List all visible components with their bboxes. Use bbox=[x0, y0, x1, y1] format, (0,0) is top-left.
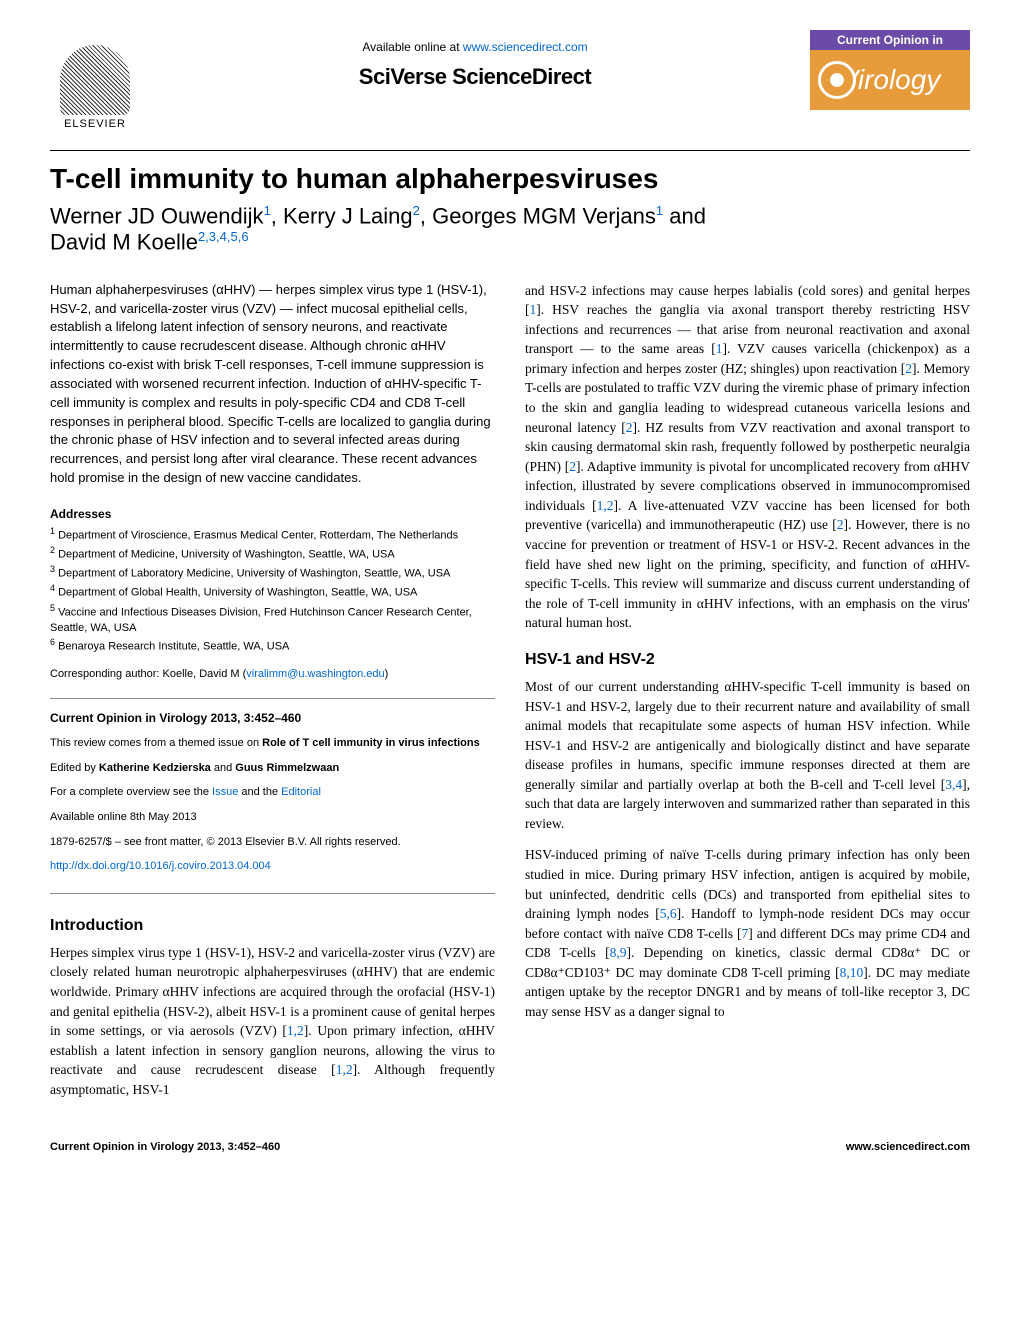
article-title: T-cell immunity to human alphaherpesviru… bbox=[50, 163, 970, 195]
elsevier-logo: ELSEVIER bbox=[50, 30, 140, 130]
overview-mid: and the bbox=[238, 786, 281, 798]
sciencedirect-link[interactable]: www.sciencedirect.com bbox=[463, 40, 588, 54]
ref-link[interactable]: 1,2 bbox=[336, 1062, 353, 1077]
corresponding-prefix: Corresponding author: Koelle, David M ( bbox=[50, 668, 246, 680]
edited-prefix: Edited by bbox=[50, 762, 99, 774]
address-6: Benaroya Research Institute, Seattle, WA… bbox=[58, 641, 289, 653]
available-online-date: Available online 8th May 2013 bbox=[50, 809, 495, 827]
virus-icon bbox=[818, 61, 856, 99]
issue-link[interactable]: Issue bbox=[212, 786, 238, 798]
author-4: David M Koelle bbox=[50, 230, 198, 255]
address-2: Department of Medicine, University of Wa… bbox=[58, 549, 395, 561]
elsevier-tree-icon bbox=[60, 45, 130, 115]
corresponding-email-link[interactable]: viralimm@u.washington.edu bbox=[246, 668, 384, 680]
author-2-affil[interactable]: 2 bbox=[413, 203, 420, 218]
hsv-paragraph-2: HSV-induced priming of naïve T-cells dur… bbox=[525, 845, 970, 1021]
right-column-body: and HSV-2 infections may cause herpes la… bbox=[525, 281, 970, 1022]
author-2: Kerry J Laing bbox=[283, 203, 413, 228]
hsv-heading: HSV-1 and HSV-2 bbox=[525, 648, 970, 671]
editor-2: Guus Rimmelzwaan bbox=[235, 762, 339, 774]
current-opinion-bar: Current Opinion in bbox=[810, 30, 970, 50]
sciverse-brand: SciVerse ScienceDirect bbox=[140, 64, 810, 90]
overview-line: For a complete overview see the Issue an… bbox=[50, 784, 495, 802]
corresponding-author: Corresponding author: Koelle, David M (v… bbox=[50, 667, 495, 683]
intro-continued: and HSV-2 infections may cause herpes la… bbox=[525, 281, 970, 633]
author-1: Werner JD Ouwendijk bbox=[50, 203, 264, 228]
ref-link[interactable]: 8,9 bbox=[610, 945, 627, 960]
ref-link[interactable]: 3,4 bbox=[945, 777, 962, 792]
hsv-text-1a: Most of our current understanding αHHV-s… bbox=[525, 679, 970, 792]
address-5: Vaccine and Infectious Diseases Division… bbox=[50, 606, 472, 633]
footer-url: www.sciencedirect.com bbox=[846, 1141, 970, 1153]
editor-and: and bbox=[211, 762, 235, 774]
author-3: Georges MGM Verjans bbox=[432, 203, 656, 228]
author-and: and bbox=[663, 203, 706, 228]
header-center: Available online at www.sciencedirect.co… bbox=[140, 30, 810, 90]
ref-link[interactable]: 2 bbox=[626, 420, 633, 435]
intro-paragraph-1: Herpes simplex virus type 1 (HSV-1), HSV… bbox=[50, 943, 495, 1100]
article-info-box: Current Opinion in Virology 2013, 3:452–… bbox=[50, 698, 495, 894]
addresses-heading: Addresses bbox=[50, 506, 495, 523]
themed-issue: This review comes from a themed issue on… bbox=[50, 735, 495, 753]
introduction-heading: Introduction bbox=[50, 914, 495, 937]
editor-1: Katherine Kedzierska bbox=[99, 762, 211, 774]
editorial-link[interactable]: Editorial bbox=[281, 786, 321, 798]
author-4-affil[interactable]: 2,3,4,5,6 bbox=[198, 229, 249, 244]
page-header: ELSEVIER Available online at www.science… bbox=[50, 30, 970, 130]
corresponding-suffix: ) bbox=[385, 668, 389, 680]
themed-prefix: This review comes from a themed issue on bbox=[50, 737, 262, 749]
ref-link[interactable]: 2 bbox=[569, 459, 576, 474]
title-rule bbox=[50, 150, 970, 151]
abstract-text: Human alphaherpesviruses (αHHV) — herpes… bbox=[50, 281, 495, 488]
hsv-paragraph-1: Most of our current understanding αHHV-s… bbox=[525, 677, 970, 834]
address-3: Department of Laboratory Medicine, Unive… bbox=[58, 568, 450, 580]
available-online-text: Available online at www.sciencedirect.co… bbox=[140, 40, 810, 54]
issn-copyright: 1879-6257/$ – see front matter, © 2013 E… bbox=[50, 834, 495, 852]
available-prefix: Available online at bbox=[362, 40, 463, 54]
addresses-list: 1 Department of Viroscience, Erasmus Med… bbox=[50, 525, 495, 655]
author-line: Werner JD Ouwendijk1, Kerry J Laing2, Ge… bbox=[50, 203, 970, 256]
overview-prefix: For a complete overview see the bbox=[50, 786, 212, 798]
address-1: Department of Viroscience, Erasmus Medic… bbox=[58, 530, 458, 542]
ref-link[interactable]: 1,2 bbox=[287, 1023, 304, 1038]
author-1-affil[interactable]: 1 bbox=[264, 203, 271, 218]
col2-text-h: ]. However, there is no vaccine for prev… bbox=[525, 517, 970, 630]
journal-reference: Current Opinion in Virology 2013, 3:452–… bbox=[50, 709, 495, 728]
address-4: Department of Global Health, University … bbox=[58, 587, 417, 599]
themed-title: Role of T cell immunity in virus infecti… bbox=[262, 737, 480, 749]
doi-link[interactable]: http://dx.doi.org/10.1016/j.coviro.2013.… bbox=[50, 860, 271, 872]
footer-journal-ref: Current Opinion in Virology 2013, 3:452–… bbox=[50, 1141, 280, 1153]
ref-link[interactable]: 2 bbox=[905, 361, 912, 376]
virology-box: Virology bbox=[810, 50, 970, 110]
ref-link[interactable]: 8,10 bbox=[840, 965, 864, 980]
ref-link[interactable]: 1,2 bbox=[597, 498, 614, 513]
page-footer: Current Opinion in Virology 2013, 3:452–… bbox=[50, 1141, 970, 1153]
ref-link[interactable]: 5,6 bbox=[660, 906, 677, 921]
right-column: and HSV-2 infections may cause herpes la… bbox=[525, 281, 970, 1112]
journal-logo: Current Opinion in Virology bbox=[810, 30, 970, 110]
elsevier-label: ELSEVIER bbox=[64, 118, 126, 130]
editors-line: Edited by Katherine Kedzierska and Guus … bbox=[50, 760, 495, 778]
left-column: Human alphaherpesviruses (αHHV) — herpes… bbox=[50, 281, 495, 1112]
two-column-layout: Human alphaherpesviruses (αHHV) — herpes… bbox=[50, 281, 970, 1112]
introduction-body: Herpes simplex virus type 1 (HSV-1), HSV… bbox=[50, 943, 495, 1100]
